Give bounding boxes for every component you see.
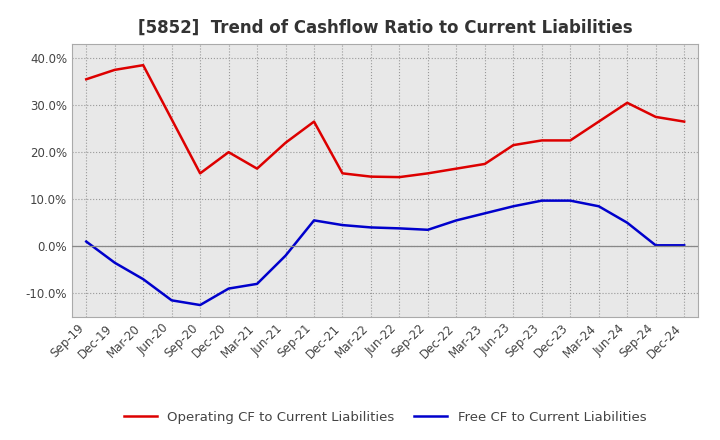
Operating CF to Current Liabilities	[310, 119, 318, 124]
Operating CF to Current Liabilities	[595, 119, 603, 124]
Title: [5852]  Trend of Cashflow Ratio to Current Liabilities: [5852] Trend of Cashflow Ratio to Curren…	[138, 19, 632, 37]
Operating CF to Current Liabilities	[480, 161, 489, 167]
Operating CF to Current Liabilities	[509, 143, 518, 148]
Operating CF to Current Liabilities	[282, 140, 290, 145]
Operating CF to Current Liabilities	[338, 171, 347, 176]
Operating CF to Current Liabilities	[366, 174, 375, 179]
Free CF to Current Liabilities	[196, 302, 204, 308]
Free CF to Current Liabilities	[395, 226, 404, 231]
Free CF to Current Liabilities	[110, 260, 119, 265]
Free CF to Current Liabilities	[225, 286, 233, 291]
Free CF to Current Liabilities	[652, 243, 660, 248]
Line: Operating CF to Current Liabilities: Operating CF to Current Liabilities	[86, 65, 684, 177]
Operating CF to Current Liabilities	[537, 138, 546, 143]
Free CF to Current Liabilities	[680, 243, 688, 248]
Operating CF to Current Liabilities	[395, 175, 404, 180]
Operating CF to Current Liabilities	[196, 171, 204, 176]
Free CF to Current Liabilities	[537, 198, 546, 203]
Free CF to Current Liabilities	[595, 204, 603, 209]
Operating CF to Current Liabilities	[623, 100, 631, 106]
Free CF to Current Liabilities	[423, 227, 432, 232]
Operating CF to Current Liabilities	[423, 171, 432, 176]
Operating CF to Current Liabilities	[652, 114, 660, 120]
Free CF to Current Liabilities	[338, 223, 347, 228]
Operating CF to Current Liabilities	[82, 77, 91, 82]
Free CF to Current Liabilities	[167, 298, 176, 303]
Free CF to Current Liabilities	[310, 218, 318, 223]
Free CF to Current Liabilities	[623, 220, 631, 225]
Free CF to Current Liabilities	[366, 225, 375, 230]
Operating CF to Current Liabilities	[225, 150, 233, 155]
Free CF to Current Liabilities	[253, 281, 261, 286]
Operating CF to Current Liabilities	[110, 67, 119, 73]
Operating CF to Current Liabilities	[167, 117, 176, 122]
Operating CF to Current Liabilities	[680, 119, 688, 124]
Free CF to Current Liabilities	[282, 253, 290, 258]
Free CF to Current Liabilities	[452, 218, 461, 223]
Line: Free CF to Current Liabilities: Free CF to Current Liabilities	[86, 201, 684, 305]
Free CF to Current Liabilities	[566, 198, 575, 203]
Operating CF to Current Liabilities	[566, 138, 575, 143]
Free CF to Current Liabilities	[480, 211, 489, 216]
Operating CF to Current Liabilities	[139, 62, 148, 68]
Operating CF to Current Liabilities	[452, 166, 461, 171]
Free CF to Current Liabilities	[509, 204, 518, 209]
Free CF to Current Liabilities	[139, 276, 148, 282]
Free CF to Current Liabilities	[82, 239, 91, 244]
Operating CF to Current Liabilities	[253, 166, 261, 171]
Legend: Operating CF to Current Liabilities, Free CF to Current Liabilities: Operating CF to Current Liabilities, Fre…	[119, 405, 652, 429]
